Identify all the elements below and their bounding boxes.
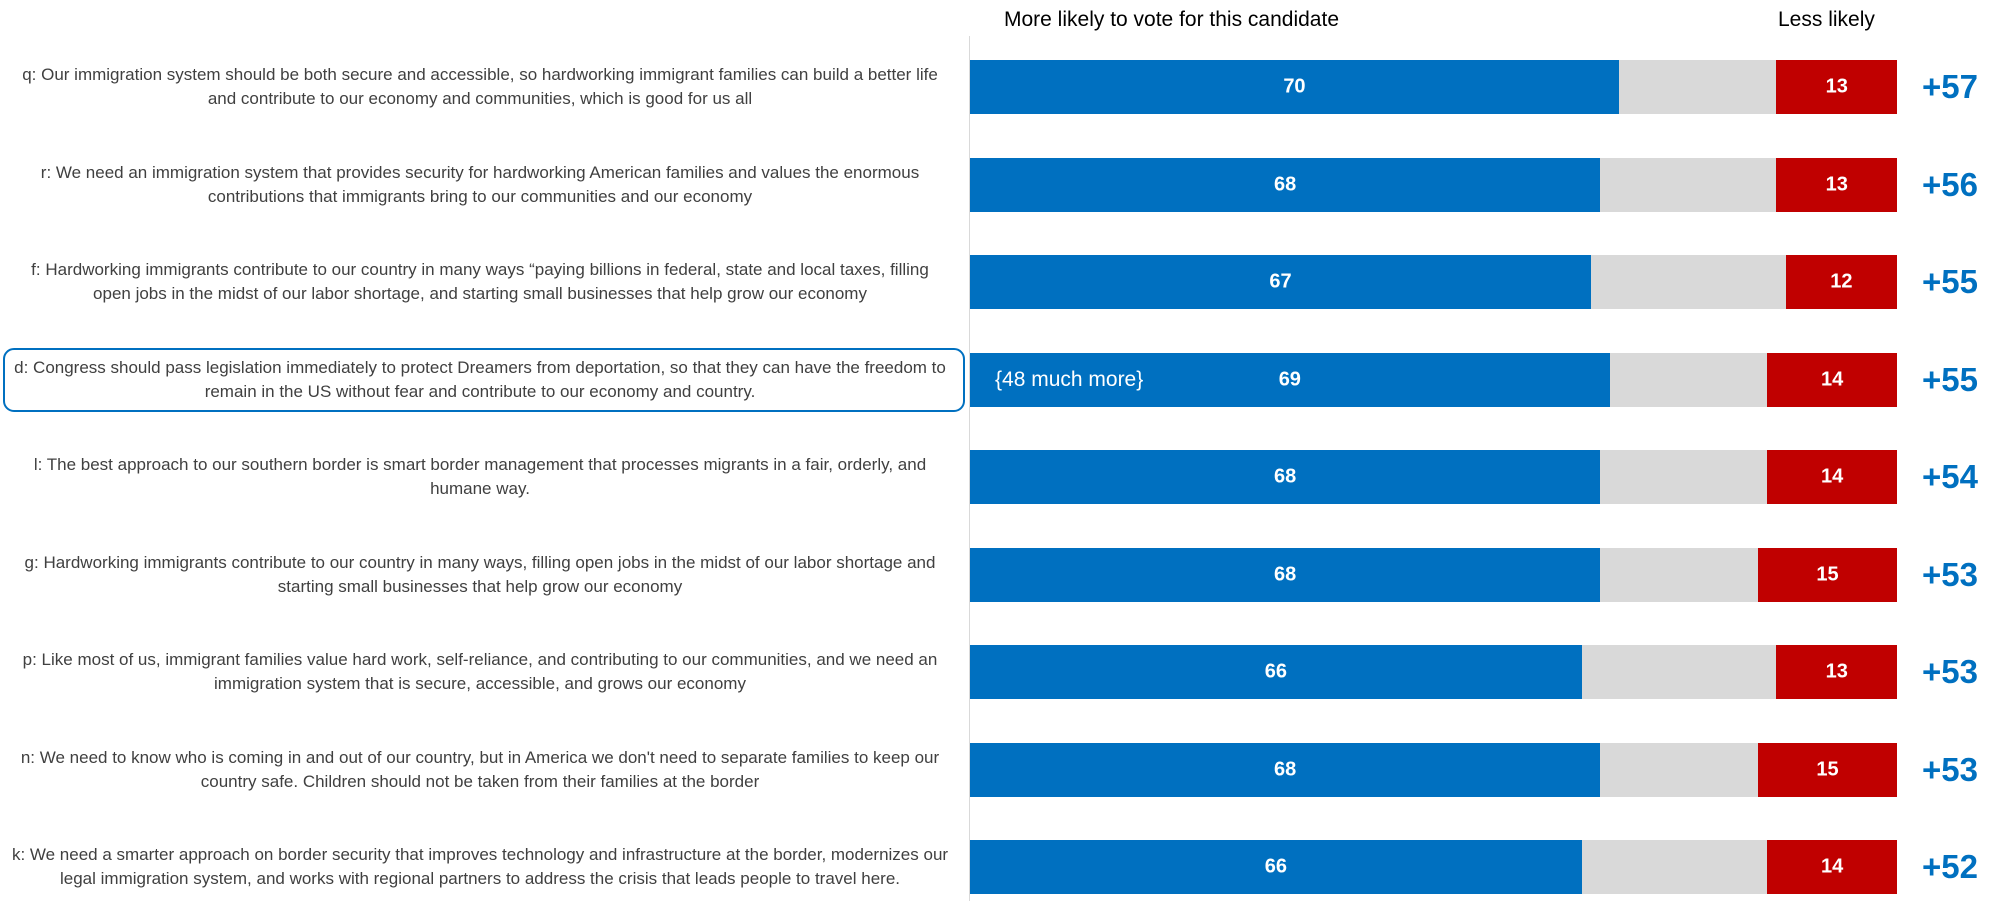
bar-less [1776, 157, 1897, 212]
bar-less [1785, 255, 1897, 309]
net-label: +55 [1922, 263, 1978, 300]
value-label-more: 66 [1264, 855, 1288, 878]
bar-more [970, 450, 1601, 504]
bar-less [1776, 645, 1897, 699]
highlight-box [3, 347, 965, 412]
bar-less [1767, 352, 1897, 407]
value-label-more: 68 [1274, 758, 1297, 780]
net-label: +56 [1922, 165, 1978, 203]
bar-more [970, 255, 1592, 309]
net-label: +53 [1922, 653, 1978, 690]
value-label-more: 68 [1274, 173, 1297, 195]
legend-more: More likely to vote for this candidate [1004, 8, 1339, 31]
bar-more [970, 352, 1610, 407]
bar-less [1757, 742, 1897, 797]
row-label: n: We need to know who is coming in and … [20, 747, 940, 791]
bar-less [1776, 60, 1897, 114]
row-label: f: Hardworking immigrants contribute to … [31, 260, 929, 303]
bar-less [1757, 547, 1897, 602]
row-label: l: The best approach to our southern bor… [33, 455, 927, 498]
bar-less [1767, 450, 1897, 504]
value-label-less: 14 [1820, 465, 1844, 488]
bar-less [1767, 840, 1897, 894]
value-label-less: 15 [1816, 758, 1839, 780]
value-label-more: 68 [1274, 465, 1297, 488]
net-label: +53 [1922, 750, 1978, 788]
bar-more [970, 645, 1582, 699]
row-label: g: Hardworking immigrants contribute to … [24, 552, 936, 596]
value-label-less: 14 [1820, 855, 1844, 878]
value-label-less: 13 [1825, 660, 1848, 683]
axis-line [969, 36, 970, 901]
bar-more [970, 840, 1582, 894]
value-label-more: 68 [1274, 563, 1297, 585]
net-label: +53 [1922, 555, 1978, 593]
value-label-less: 13 [1825, 75, 1848, 98]
value-label-more: 66 [1264, 660, 1288, 683]
row-label: d: Congress should pass legislation imme… [14, 357, 946, 401]
net-label: +57 [1922, 68, 1978, 105]
value-label-less: 14 [1820, 368, 1844, 390]
row-label: k: We need a smarter approach on border … [11, 845, 949, 888]
value-label-more: 67 [1269, 270, 1292, 293]
legend-less: Less likely [1778, 8, 1875, 31]
bar-more [970, 60, 1619, 114]
value-label-more: 69 [1278, 368, 1301, 390]
value-label-less: 15 [1816, 563, 1839, 585]
bar-more [970, 742, 1601, 797]
value-label-more: 70 [1283, 75, 1306, 98]
net-label: +55 [1922, 360, 1978, 398]
bar-more [970, 157, 1601, 212]
row-label: q: Our immigration system should be both… [22, 65, 938, 108]
value-label-less: 13 [1825, 173, 1848, 195]
net-label: +52 [1922, 848, 1978, 885]
value-label-less: 12 [1830, 270, 1853, 293]
bar-more [970, 547, 1601, 602]
net-label: +54 [1922, 458, 1978, 495]
row-label: r: We need an immigration system that pr… [40, 162, 920, 206]
annotation: {48 much more} [995, 367, 1144, 391]
row-label: p: Like most of us, immigrant families v… [22, 650, 938, 693]
